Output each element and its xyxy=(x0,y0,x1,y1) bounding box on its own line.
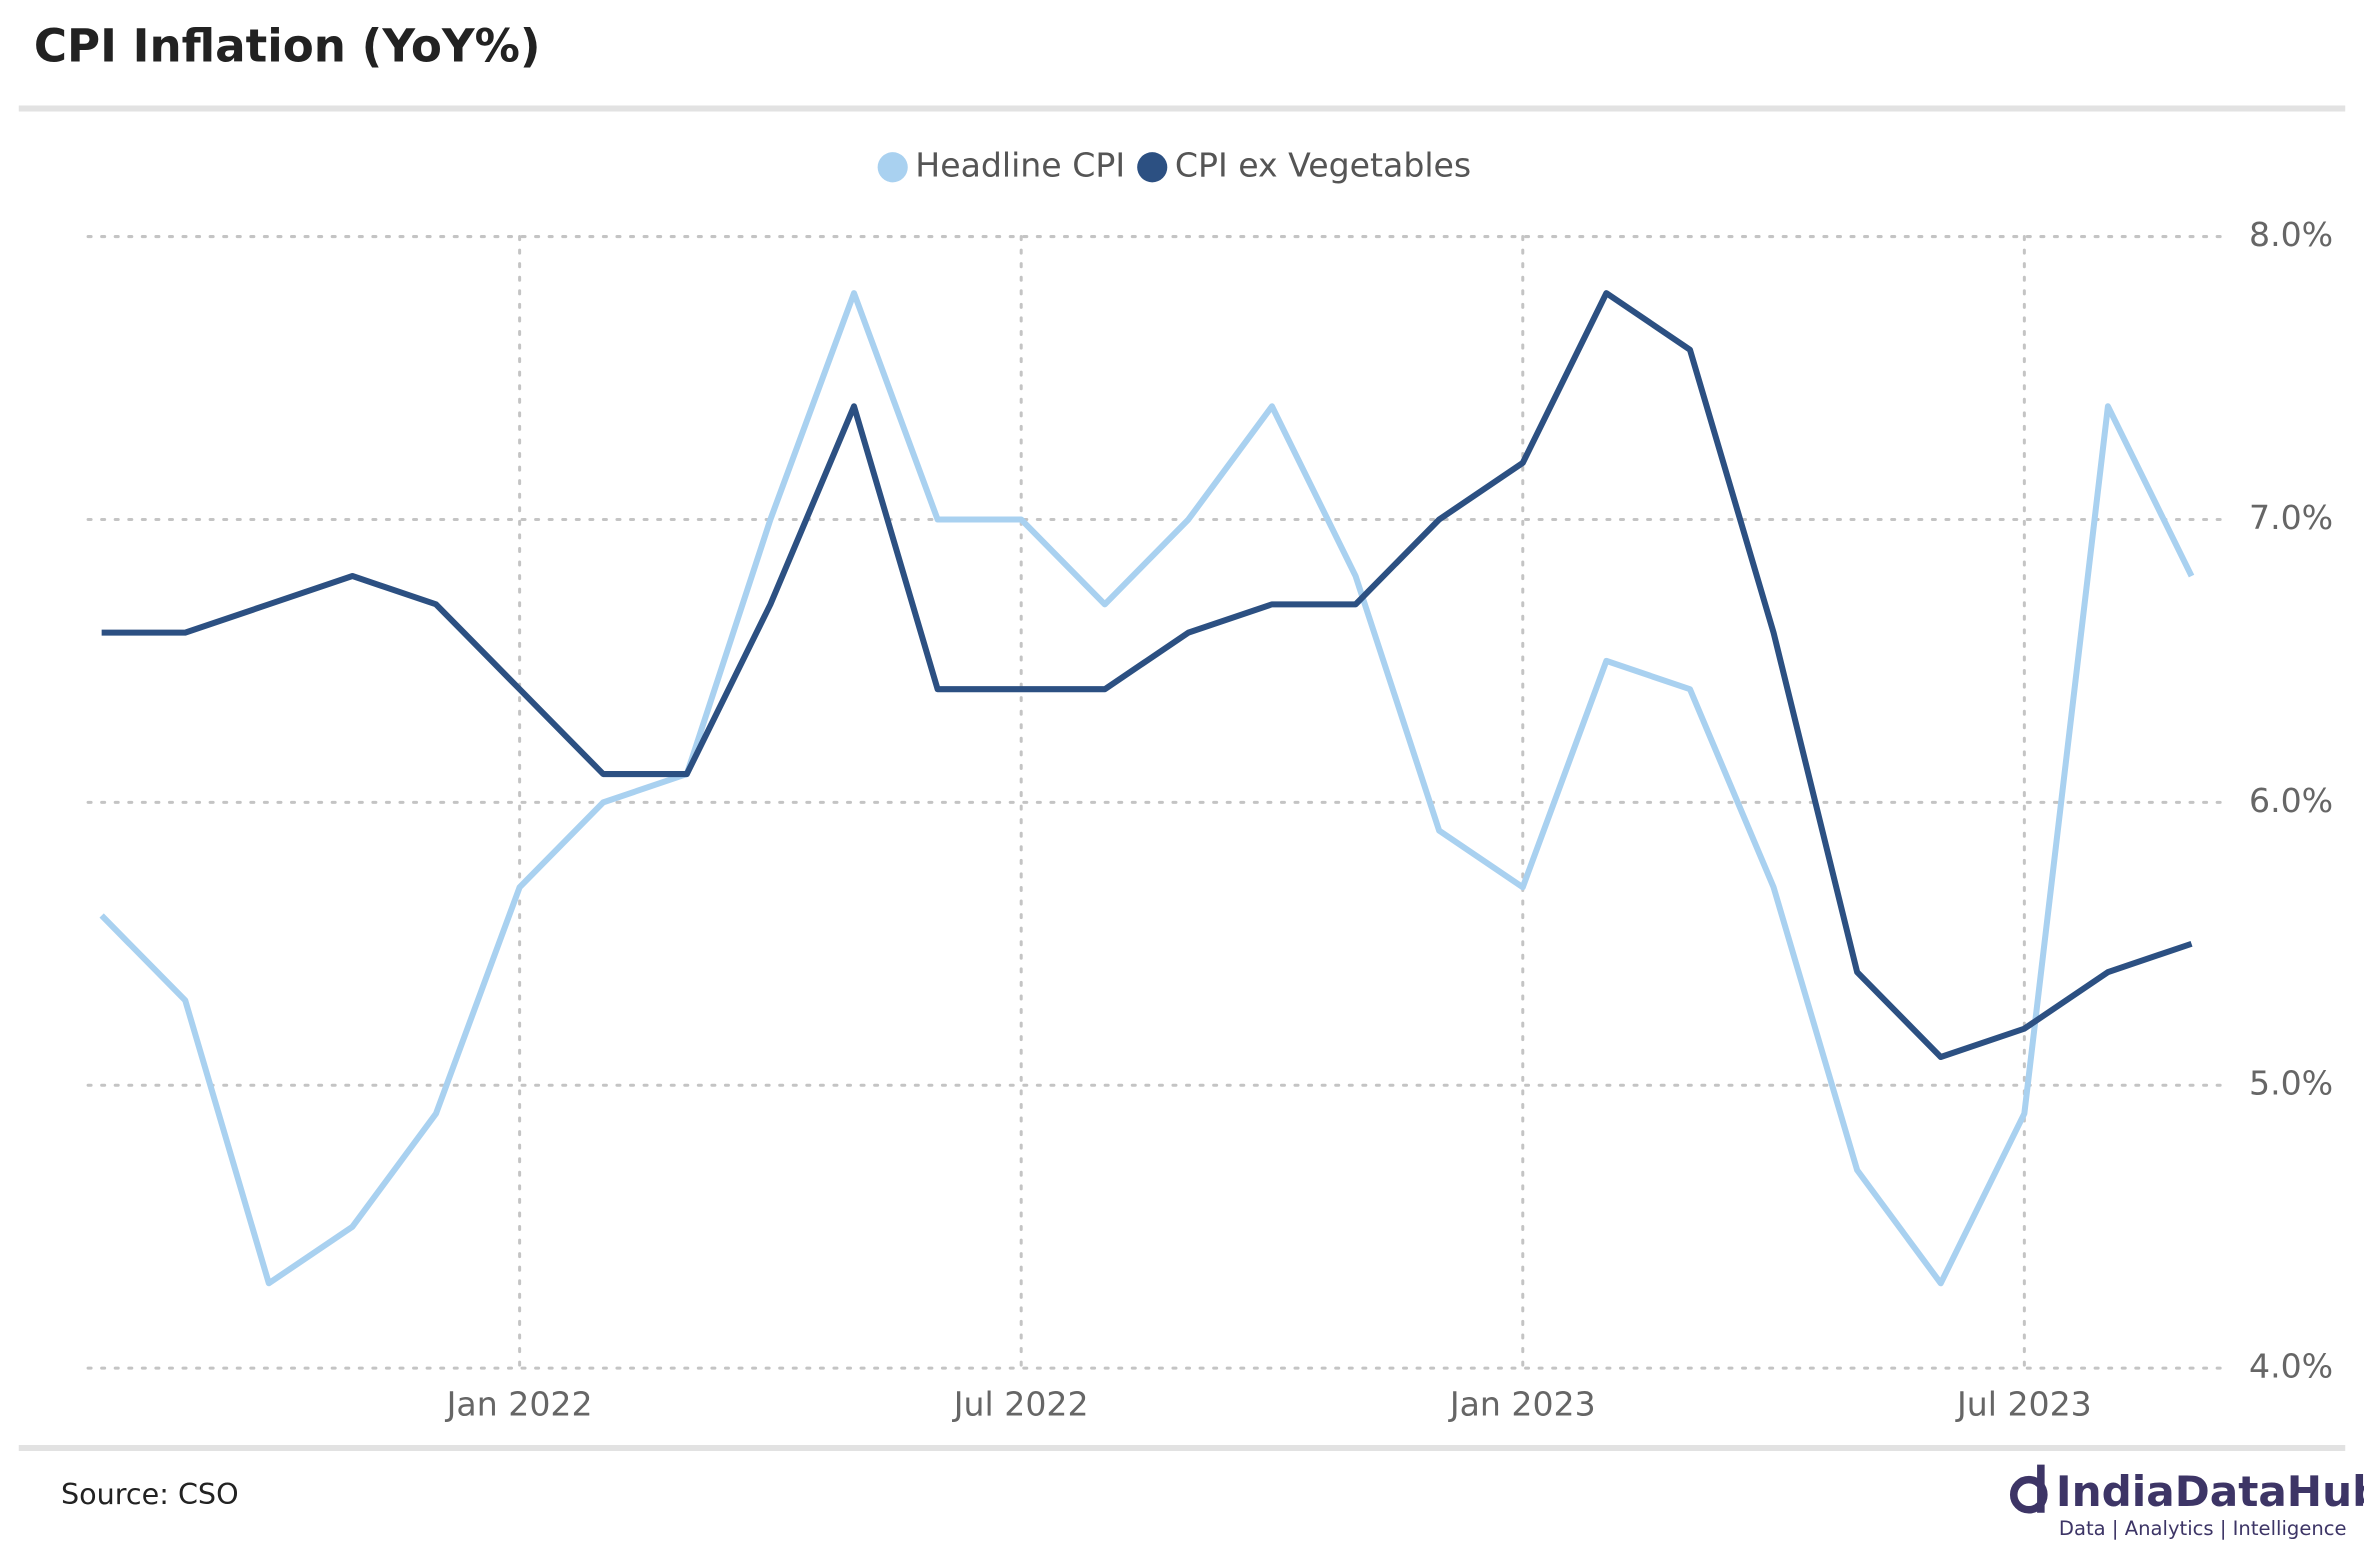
x-tick-label: Jan 2022 xyxy=(445,1384,593,1423)
legend-marker xyxy=(877,152,908,183)
x-tick-label: Jul 2022 xyxy=(952,1384,1089,1423)
legend-label: CPI ex Vegetables xyxy=(1175,146,1471,185)
brand-tagline: Data | Analytics | Intelligence xyxy=(2059,1517,2347,1540)
plot: 4.0% 5.0% 6.0% 7.0% 8.0% Jan 2022 Jul 2022 Jan … xyxy=(86,215,2333,1423)
y-tick-label: 5.0% xyxy=(2249,1064,2333,1103)
series-line xyxy=(101,290,2193,1060)
x-tick-label: Jul 2023 xyxy=(1955,1384,2092,1423)
brand: IndiaDataHub xyxy=(2056,1467,2364,1516)
y-tick-label: 7.0% xyxy=(2249,498,2333,537)
series-line xyxy=(99,290,2195,1287)
legend-marker xyxy=(1137,152,1168,183)
x-tick-label: Jan 2023 xyxy=(1448,1384,1596,1423)
brand-logo: IndiaDataHub Data | Analytics | Intellig… xyxy=(2009,1464,2364,1540)
source: Source: CSO xyxy=(61,1477,239,1511)
y-tick-label: 4.0% xyxy=(2249,1347,2333,1386)
legend-label: Headline CPI xyxy=(915,146,1125,185)
legend: Headline CPI CPI ex Vegetables xyxy=(877,146,1471,185)
y-tick-label: 8.0% xyxy=(2249,215,2333,254)
chart-title: CPI Inflation (YoY%) xyxy=(34,20,541,73)
y-tick-label: 6.0% xyxy=(2249,781,2333,820)
